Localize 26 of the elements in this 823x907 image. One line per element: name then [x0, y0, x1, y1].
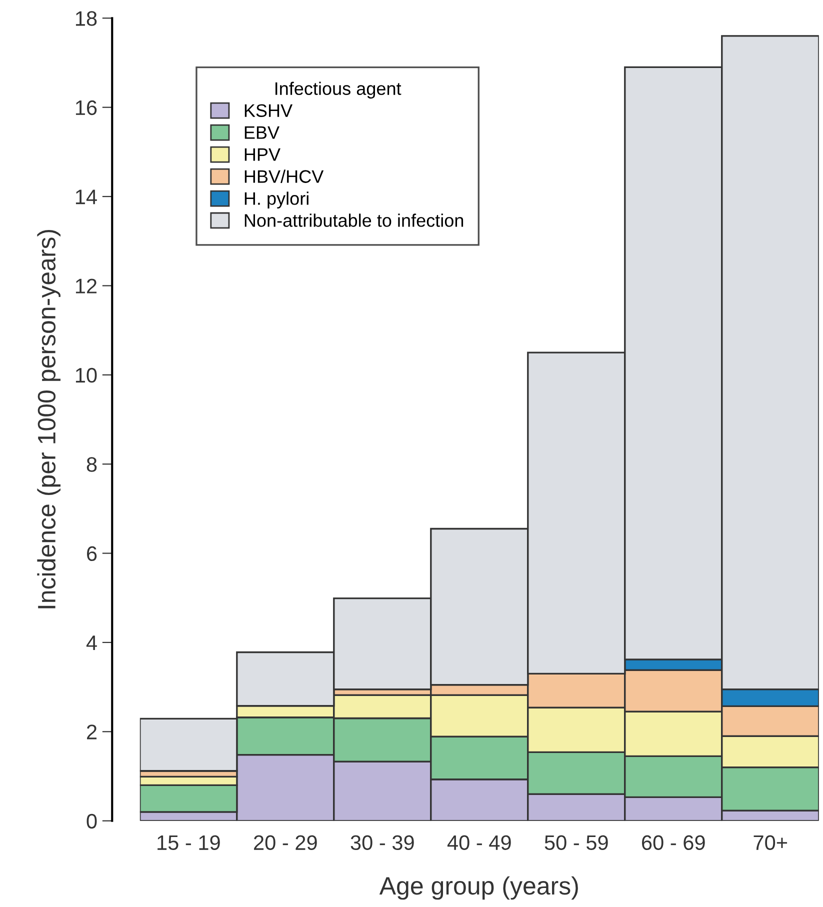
y-tick-label: 2	[87, 724, 97, 740]
x-tick-label: 50 - 59	[544, 835, 608, 850]
y-tick-label: 4	[86, 636, 97, 650]
legend-label: EBV	[244, 126, 280, 139]
y-tick-label: 6	[87, 546, 97, 562]
y-tick-label: 12	[76, 278, 97, 294]
y-axis-title: Incidence (per 1000 person-years)	[37, 230, 60, 608]
x-axis-title: Age group (years)	[379, 876, 578, 900]
y-tick-label: 10	[76, 368, 97, 383]
y-tick-label: 16	[76, 100, 97, 116]
legend-title: Infectious agent	[275, 82, 402, 99]
legend-label: KSHV	[244, 104, 292, 117]
legend-label: H. pylori	[244, 192, 308, 208]
legend-label: Non-attributable to infection	[244, 214, 464, 227]
y-tick-label: 18	[76, 11, 97, 26]
x-tick-label: 60 - 69	[642, 835, 705, 850]
x-tick-label: 15 - 19	[158, 835, 220, 850]
x-tick-label: 20 - 29	[254, 835, 317, 850]
x-tick-label: 70+	[754, 835, 788, 850]
legend-label: HBV/HCV	[244, 170, 324, 183]
x-tick-label: 30 - 39	[350, 835, 414, 850]
y-tick-label: 14	[76, 190, 97, 204]
y-tick-label: 0	[86, 814, 97, 829]
y-tick-label: 8	[86, 457, 97, 472]
legend-label: HPV	[244, 148, 280, 161]
x-tick-label: 40 - 49	[447, 835, 511, 850]
